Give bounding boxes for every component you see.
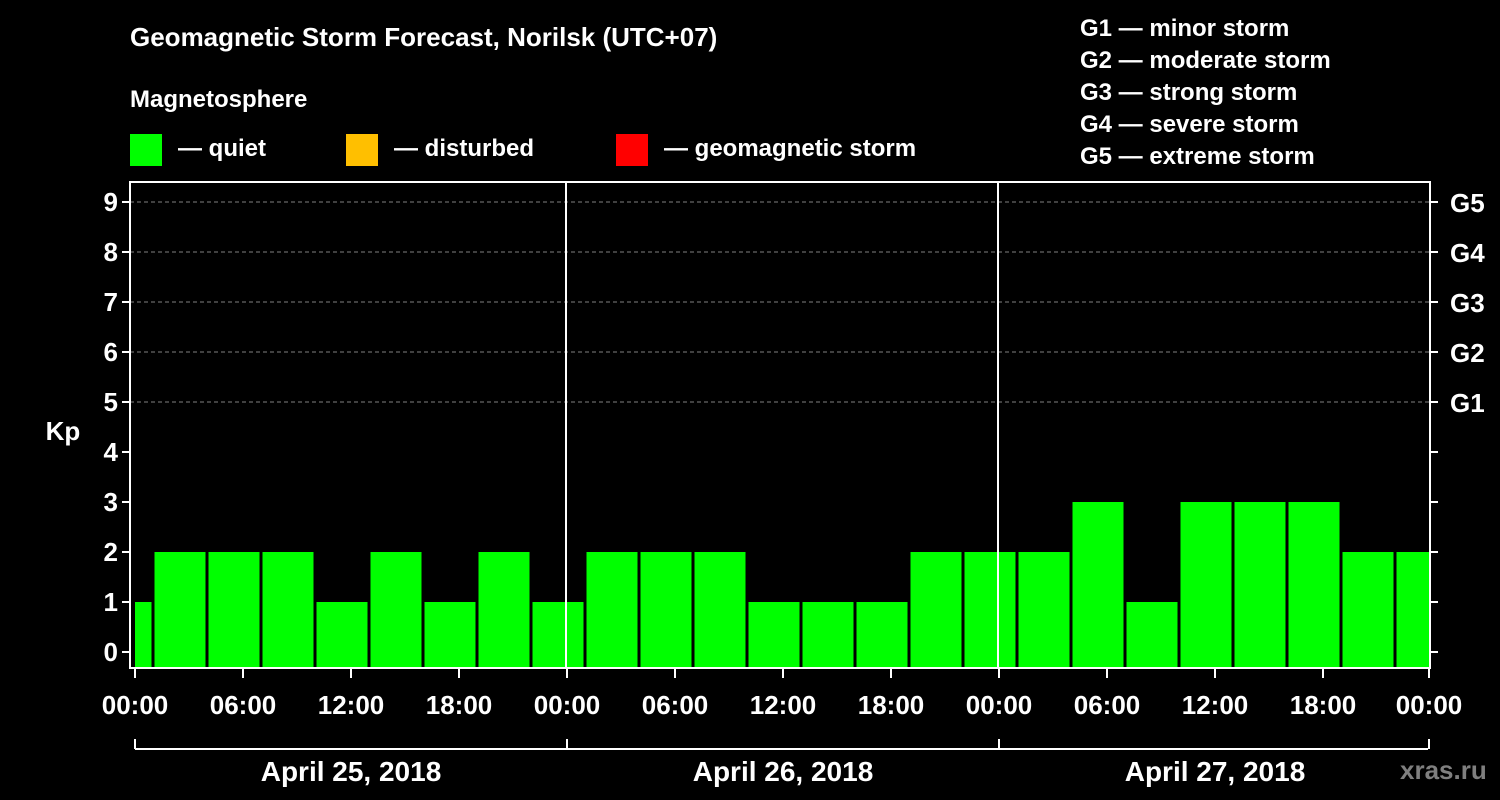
xtick-label-3: 18:00 <box>426 690 493 720</box>
right-label-g3: G3 <box>1450 288 1485 318</box>
bar-15 <box>910 552 962 668</box>
ytick-label-1: 1 <box>104 587 118 617</box>
xtick-label-1: 06:00 <box>210 690 277 720</box>
xtick-label-7: 18:00 <box>858 690 925 720</box>
quiet-legend-label: — quiet <box>178 135 266 162</box>
day-label-1: April 26, 2018 <box>693 756 874 787</box>
g5-legend-entry: G5 — extreme storm <box>1080 143 1315 170</box>
bar-12 <box>748 602 800 668</box>
bar-5 <box>370 552 422 668</box>
g2-legend-entry: G2 — moderate storm <box>1080 47 1331 74</box>
bar-18 <box>1072 502 1124 668</box>
xtick-label-0: 00:00 <box>102 690 169 720</box>
storm-swatch <box>616 134 648 166</box>
ytick-label-7: 7 <box>104 287 118 317</box>
day-label-0: April 25, 2018 <box>261 756 442 787</box>
right-label-g5: G5 <box>1450 188 1485 218</box>
xtick-label-6: 12:00 <box>750 690 817 720</box>
disturbed-legend-label: — disturbed <box>394 135 535 162</box>
plot-frame <box>129 181 1431 669</box>
y-axis-label: Kp <box>46 416 81 446</box>
bar-23 <box>1342 552 1394 668</box>
xtick-label-5: 06:00 <box>642 690 709 720</box>
ytick-label-0: 0 <box>104 637 118 667</box>
ytick-label-3: 3 <box>104 487 118 517</box>
bar-11 <box>694 552 746 668</box>
xtick-label-8: 00:00 <box>966 690 1033 720</box>
xtick-label-2: 12:00 <box>318 690 385 720</box>
bar-2 <box>208 552 260 668</box>
xtick-label-4: 00:00 <box>534 690 601 720</box>
right-label-g4: G4 <box>1450 238 1485 268</box>
bar-17 <box>1018 552 1070 668</box>
storm-legend-label: — geomagnetic storm <box>664 135 917 162</box>
xtick-label-10: 12:00 <box>1182 690 1249 720</box>
ytick-label-8: 8 <box>104 237 118 267</box>
bar-24 <box>1396 552 1429 668</box>
bar-6 <box>424 602 476 668</box>
g1-legend-entry: G1 — minor storm <box>1080 15 1290 42</box>
disturbed-swatch <box>346 134 378 166</box>
bar-14 <box>856 602 908 668</box>
ytick-label-5: 5 <box>104 387 118 417</box>
axis-layer: 0 1 2 3 4 5 6 7 8 9 G1 G2 G3 G4 G5 Kp 00:00 06:00 12:00 18:… <box>46 187 1486 787</box>
bar-0 <box>135 602 152 668</box>
ytick-label-2: 2 <box>104 537 118 567</box>
bar-3 <box>262 552 314 668</box>
bar-4 <box>316 602 368 668</box>
xtick-label-9: 06:00 <box>1074 690 1141 720</box>
magnetosphere-heading: Magnetosphere <box>130 86 308 113</box>
ytick-label-6: 6 <box>104 337 118 367</box>
frame-layer <box>129 181 1431 669</box>
g4-legend-entry: G4 — severe storm <box>1080 111 1299 138</box>
quiet-swatch <box>130 134 162 166</box>
bar-22 <box>1288 502 1340 668</box>
g3-legend-entry: G3 — strong storm <box>1080 79 1298 106</box>
bar-19 <box>1126 602 1178 668</box>
bar-layer <box>135 502 1429 668</box>
right-label-g1: G1 <box>1450 388 1485 418</box>
bar-21 <box>1234 502 1286 668</box>
day-label-2: April 27, 2018 <box>1125 756 1306 787</box>
grid-layer <box>130 201 1430 403</box>
bar-13 <box>802 602 854 668</box>
bar-20 <box>1180 502 1232 668</box>
bar-8 <box>532 602 584 668</box>
watermark: xras.ru <box>1400 755 1487 785</box>
chart-title: Geomagnetic Storm Forecast, Norilsk (UTC… <box>130 22 718 52</box>
bar-1 <box>154 552 206 668</box>
right-label-g2: G2 <box>1450 338 1485 368</box>
xtick-label-12: 00:00 <box>1396 690 1463 720</box>
bar-16 <box>964 552 1016 668</box>
bar-10 <box>640 552 692 668</box>
bar-7 <box>478 552 530 668</box>
xtick-label-11: 18:00 <box>1290 690 1357 720</box>
ytick-label-4: 4 <box>104 437 119 467</box>
bar-9 <box>586 552 638 668</box>
ytick-label-9: 9 <box>104 187 118 217</box>
